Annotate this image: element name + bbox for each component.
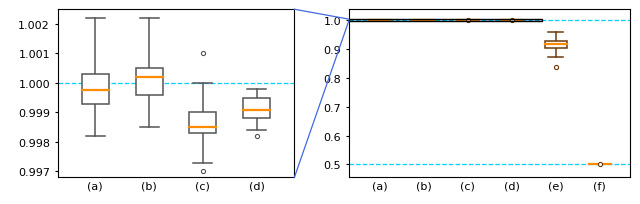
Bar [243,98,270,119]
Bar [189,113,216,133]
Bar [82,75,109,104]
Bar [545,42,566,48]
Bar [349,20,543,22]
Bar [136,69,163,95]
